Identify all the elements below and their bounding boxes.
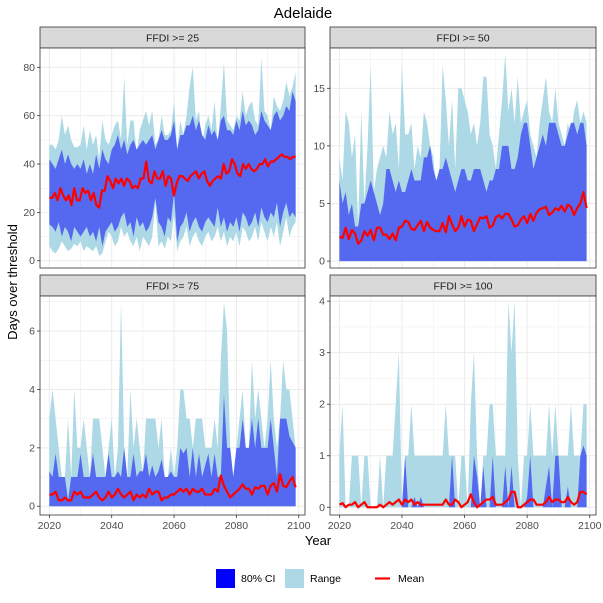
mean-line xyxy=(49,153,296,209)
panel-border xyxy=(39,47,306,269)
legend-label: Mean xyxy=(398,573,424,585)
panel-border xyxy=(329,295,597,516)
range-area xyxy=(339,301,587,508)
legend-item: Range xyxy=(285,569,341,588)
x-tick-label: 2100 xyxy=(287,520,311,532)
y-axis-title: Days over threshold xyxy=(5,224,20,340)
y-tick-label: 40 xyxy=(23,159,35,171)
legend-item: Mean xyxy=(375,573,424,585)
y-tick-label: 2 xyxy=(29,442,35,454)
y-tick-label: 6 xyxy=(29,326,35,338)
y-tick-label: 0 xyxy=(29,501,35,513)
mean-line xyxy=(49,473,297,502)
facet-label: FFDI >= 50 xyxy=(436,33,489,45)
panel-2: FFDI >= 50 0 5 10 15 xyxy=(313,26,597,269)
x-tick-label: 2080 xyxy=(515,520,539,532)
y-tick-label: 3 xyxy=(319,347,325,359)
ci-area xyxy=(49,91,296,247)
y-tick-label: 10 xyxy=(313,140,325,152)
x-tick-label: 2020 xyxy=(328,520,352,532)
chart-title: Adelaide xyxy=(274,5,332,22)
legend-label: 80% CI xyxy=(241,573,275,585)
facet-label: FFDI >= 100 xyxy=(434,281,493,293)
legend-key xyxy=(285,569,304,588)
y-tick-label: 2 xyxy=(319,399,325,411)
y-tick-label: 4 xyxy=(29,384,35,396)
mean-line xyxy=(338,490,588,509)
facet-label: FFDI >= 75 xyxy=(146,281,199,293)
mean-line xyxy=(339,190,588,245)
panel-4: FFDI >= 100 0 1 2 3 4 2020 2040 2060 2080 2100 xyxy=(319,274,602,532)
y-tick-label: 0 xyxy=(29,255,35,267)
ci-area xyxy=(49,395,296,507)
panel-border xyxy=(329,47,597,269)
panel-1: FFDI >= 25 0 20 40 60 80 xyxy=(23,26,306,269)
panel-3: FFDI >= 75 0 2 4 6 2020 2040 2060 2080 2100 xyxy=(29,274,311,532)
x-axis-title: Year xyxy=(305,533,332,548)
legend-key xyxy=(216,569,235,588)
y-tick-label: 5 xyxy=(319,198,325,210)
x-tick-label: 2040 xyxy=(390,520,414,532)
facet-label: FFDI >= 25 xyxy=(146,33,199,45)
y-tick-label: 15 xyxy=(313,83,325,95)
y-tick-label: 20 xyxy=(23,207,35,219)
legend-item: 80% CI xyxy=(216,569,275,588)
y-tick-label: 60 xyxy=(23,110,35,122)
y-tick-label: 0 xyxy=(319,256,325,268)
y-tick-label: 80 xyxy=(23,62,35,74)
legend: 80% CI Range Mean xyxy=(216,569,424,588)
panel-border xyxy=(39,295,306,516)
x-tick-label: 2060 xyxy=(453,520,477,532)
x-tick-label: 2080 xyxy=(225,520,249,532)
x-tick-label: 2100 xyxy=(578,520,602,532)
y-tick-label: 4 xyxy=(319,296,325,308)
x-tick-label: 2060 xyxy=(162,520,186,532)
legend-label: Range xyxy=(310,573,341,585)
range-area xyxy=(49,301,296,507)
x-tick-label: 2040 xyxy=(100,520,124,532)
y-tick-label: 1 xyxy=(319,450,325,462)
y-tick-label: 0 xyxy=(319,502,325,514)
x-tick-label: 2020 xyxy=(38,520,62,532)
